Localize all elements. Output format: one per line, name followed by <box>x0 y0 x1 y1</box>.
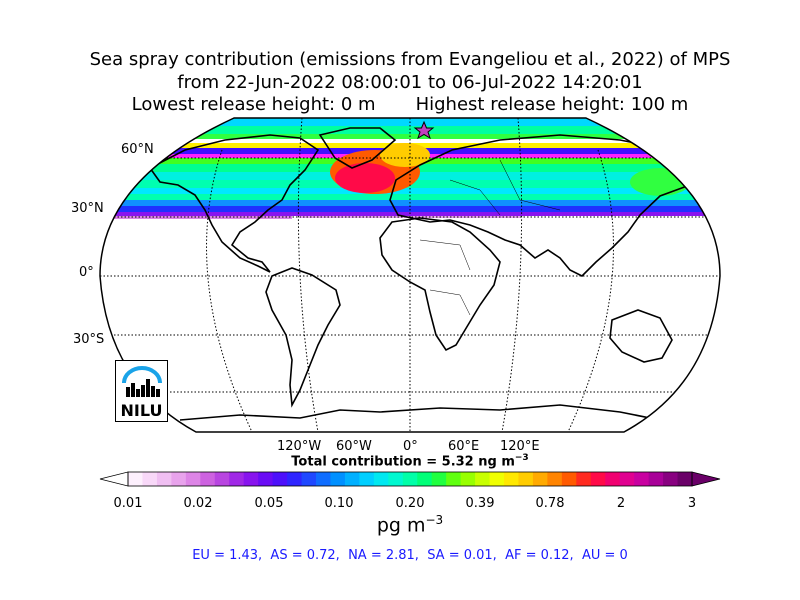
star-marker <box>413 120 435 140</box>
colorbar-cell <box>547 472 563 486</box>
colorbar-units: pg m−3 <box>0 513 800 536</box>
colorbar-cell <box>128 472 143 486</box>
colorbar-cell <box>532 472 548 486</box>
colorbar-tick-label: 0.02 <box>183 496 213 511</box>
colorbar-units-exponent: −3 <box>425 513 444 527</box>
colorbar-tick-label: 0.78 <box>535 496 565 511</box>
colorbar-cell <box>677 472 693 486</box>
colorbar-tick-label: 0.10 <box>324 496 354 511</box>
colorbar-cell <box>373 472 389 486</box>
colorbar-cell <box>561 472 577 486</box>
map-boundary <box>99 117 721 433</box>
australia-outline <box>609 309 673 363</box>
lat-label-0: 0° <box>79 265 94 280</box>
colorbar-cell <box>258 472 274 486</box>
colorbar-cell <box>316 472 331 486</box>
colorbar-cell <box>518 472 534 486</box>
africa-outline <box>379 217 501 352</box>
lon-label-120e: 120°E <box>500 439 540 454</box>
colorbar-cell <box>156 472 172 486</box>
colorbar-cell <box>619 472 635 486</box>
lon-label-60e: 60°E <box>448 439 480 454</box>
colorbar-cell <box>344 472 360 486</box>
colorbar-cell <box>200 472 216 486</box>
colorbar-tick-label: 0.39 <box>465 496 495 511</box>
lon-label-0: 0° <box>403 439 418 454</box>
colorbar-cell <box>576 472 592 486</box>
country-borders <box>419 159 561 316</box>
colorbar-min-extension <box>99 471 129 487</box>
lat-label-60n: 60°N <box>121 142 154 157</box>
europe-asia-outline <box>389 134 702 277</box>
antarctica-outline <box>179 404 661 421</box>
colorbar-cell <box>475 472 491 486</box>
nilu-logo-emblem <box>122 366 162 397</box>
colorbar-cell <box>648 472 664 486</box>
colorbar-cell <box>301 472 317 486</box>
colorbar-tick-label: 0.20 <box>395 496 425 511</box>
lat-label-30s: 30°S <box>73 332 105 347</box>
colorbar-cell <box>605 472 621 486</box>
lat-label-30n: 30°N <box>71 201 104 216</box>
plot-title-line-3: Lowest release height: 0 m Highest relea… <box>131 94 689 115</box>
colorbar-cell <box>330 472 346 486</box>
colorbar-cell <box>171 472 187 486</box>
colorbar-cell <box>489 472 505 486</box>
regional-contributions: EU = 1.43, AS = 0.72, NA = 2.81, SA = 0.… <box>192 548 628 563</box>
colorbar-cell <box>504 472 519 486</box>
colorbar-cell <box>359 472 375 486</box>
total-contribution-text: Total contribution = 5.32 ng m <box>291 454 515 470</box>
colorbar-cell <box>402 472 418 486</box>
coastlines <box>148 127 702 421</box>
colorbar-cell <box>417 472 433 486</box>
south-america-outline <box>265 267 341 408</box>
colorbar-cell <box>388 472 404 486</box>
colorbar-cell <box>446 472 462 486</box>
colorbar-cell <box>142 472 158 486</box>
colorbar-tick-label: 0.05 <box>254 496 284 511</box>
plot-title-line-2: from 22-Jun-2022 08:00:01 to 06-Jul-2022… <box>177 72 643 93</box>
colorbar-cell <box>229 472 245 486</box>
nilu-logo-text: NILU <box>120 401 163 420</box>
colorbar-cell <box>663 472 679 486</box>
colorbar-cell <box>634 472 650 486</box>
colorbar-units-text: pg m <box>376 514 426 537</box>
colorbar-cell <box>431 472 447 486</box>
colorbar-max-extension <box>691 471 721 487</box>
colorbar-cell <box>590 472 606 486</box>
colorbar-tick-label: 2 <box>616 496 626 511</box>
plot-title-line-1: Sea spray contribution (emissions from E… <box>89 49 731 70</box>
colorbar-cell <box>185 472 201 486</box>
colorbar-tick-label: 0.01 <box>113 496 143 511</box>
lon-label-60w: 60°W <box>336 439 372 454</box>
greenland-outline <box>318 127 397 169</box>
colorbar-cell <box>460 472 476 486</box>
colorbar-cell <box>243 472 259 486</box>
nilu-logo: NILU <box>115 360 168 422</box>
total-contribution-exponent: −3 <box>514 453 529 463</box>
colorbar-tick-label: 3 <box>687 496 697 511</box>
colorbar-cells <box>128 472 693 486</box>
colorbar-cell <box>272 472 288 486</box>
north-america-outline <box>148 134 320 273</box>
total-contribution: Total contribution = 5.32 ng m−3 <box>0 453 800 469</box>
colorbar-cell <box>214 472 230 486</box>
colorbar-cell <box>287 472 303 486</box>
lon-label-120w: 120°W <box>277 439 322 454</box>
graticule <box>100 118 720 432</box>
colorbar-frame <box>127 471 693 487</box>
